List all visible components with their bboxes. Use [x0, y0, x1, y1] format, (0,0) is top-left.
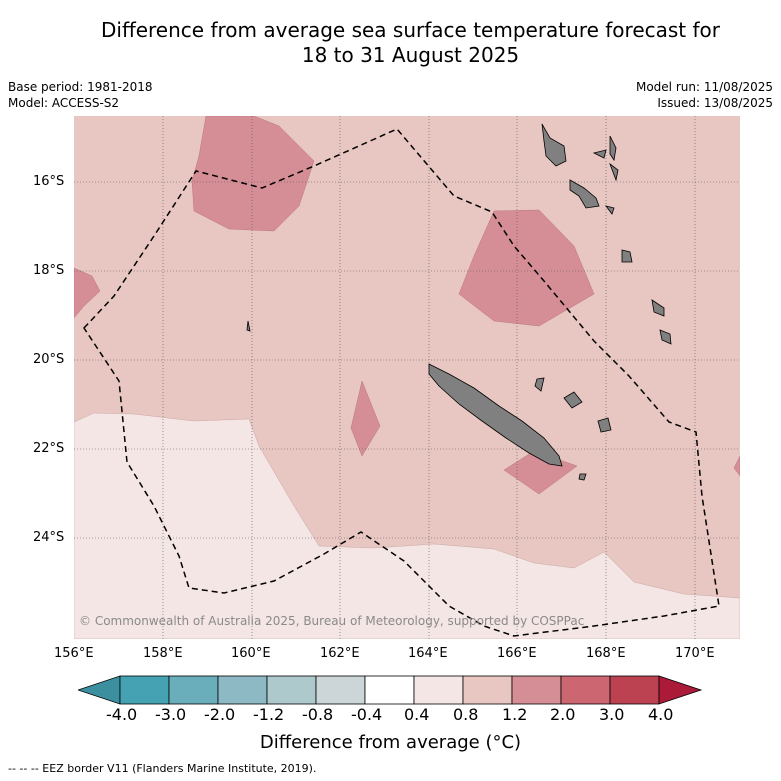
anomaly-patch-east	[458, 209, 595, 327]
x-tick-156: 156°E	[54, 646, 94, 661]
x-tick-170: 170°E	[675, 646, 715, 661]
colorbar-extend-high	[658, 675, 703, 705]
vanuatu-erromango	[659, 329, 672, 345]
colorbar-segment-9	[511, 675, 562, 705]
title-line-2: 18 to 31 August 2025	[301, 43, 520, 67]
meta-right: Model run: 11/08/2025 Issued: 13/08/2025	[636, 79, 773, 111]
x-tick-160: 160°E	[231, 646, 271, 661]
anomaly-patch-small-centre	[350, 380, 381, 457]
cbar-label-9: 1.2	[502, 705, 528, 724]
cbar-label-7: 0.4	[404, 705, 430, 724]
vanuatu-north-2	[609, 135, 617, 162]
gridlines	[74, 116, 740, 639]
y-tick-20: 20°S	[33, 352, 65, 367]
copyright-text: © Commonwealth of Australia 2025, Bureau…	[79, 614, 585, 628]
cbar-label-10: 2.0	[550, 705, 576, 724]
vanuatu-tanna	[651, 299, 665, 317]
eez-legend-footer: -- -- -- EEZ border V11 (Flanders Marine…	[8, 762, 317, 775]
anomaly-patch-far-east	[733, 455, 740, 477]
chart-title: Difference from average sea surface temp…	[40, 18, 781, 68]
x-tick-158: 158°E	[143, 646, 183, 661]
loyalty-island-1	[563, 391, 583, 409]
cbar-label-2: -3.0	[155, 705, 187, 724]
issued-text: Issued: 13/08/2025	[657, 96, 773, 110]
colorbar-segment-10	[560, 675, 611, 705]
loyalty-island-3	[534, 377, 545, 392]
y-tick-24: 24°S	[33, 530, 65, 545]
vanuatu-small-4	[605, 205, 615, 215]
y-tick-22: 22°S	[33, 441, 65, 456]
vanuatu-small-5	[246, 320, 251, 332]
vanuatu-efate	[621, 249, 633, 263]
x-tick-164: 164°E	[408, 646, 448, 661]
vanuatu-small-3	[609, 162, 619, 182]
vanuatu-north-1	[592, 149, 607, 159]
anomaly-patch-west	[74, 267, 101, 319]
colorbar-segment-2	[168, 675, 219, 705]
colorbar-segment-4	[266, 675, 317, 705]
cbar-label-3: -2.0	[204, 705, 236, 724]
loyalty-island-2	[597, 417, 612, 433]
meta-left: Base period: 1981-2018 Model: ACCESS-S2	[8, 79, 153, 111]
cbar-label-5: -0.8	[302, 705, 334, 724]
anomaly-band-0.4-0.8	[74, 412, 740, 639]
x-tick-162: 162°E	[320, 646, 360, 661]
y-tick-18: 18°S	[33, 263, 65, 278]
model-text: Model: ACCESS-S2	[8, 96, 120, 110]
y-tick-16: 16°S	[33, 174, 65, 189]
base-period-text: Base period: 1981-2018	[8, 80, 153, 94]
cbar-label-8: 0.8	[453, 705, 479, 724]
colorbar-segment-5	[315, 675, 366, 705]
cbar-label-6: -0.4	[351, 705, 383, 724]
colorbar-extend-low	[78, 675, 121, 705]
sst-anomaly-map	[74, 116, 740, 639]
new-caledonia-land	[428, 363, 563, 467]
cbar-label-4: -1.2	[253, 705, 285, 724]
title-line-1: Difference from average sea surface temp…	[100, 18, 720, 42]
vanuatu-espiritu-santo	[541, 123, 567, 167]
x-tick-166: 166°E	[497, 646, 537, 661]
colorbar-segment-6	[364, 675, 415, 705]
isle-of-pines	[578, 473, 587, 481]
colorbar	[78, 675, 703, 705]
cbar-label-1: -4.0	[106, 705, 138, 724]
vanuatu-malekula	[569, 179, 600, 209]
colorbar-segment-1	[119, 675, 170, 705]
model-run-text: Model run: 11/08/2025	[635, 80, 773, 94]
colorbar-title: Difference from average (°C)	[259, 732, 522, 753]
x-tick-168: 168°E	[586, 646, 626, 661]
colorbar-segment-3	[217, 675, 268, 705]
colorbar-segment-7	[413, 675, 464, 705]
colorbar-segment-11	[609, 675, 660, 705]
cbar-label-12: 4.0	[648, 705, 674, 724]
colorbar-segment-8	[462, 675, 513, 705]
cbar-label-11: 3.0	[599, 705, 625, 724]
